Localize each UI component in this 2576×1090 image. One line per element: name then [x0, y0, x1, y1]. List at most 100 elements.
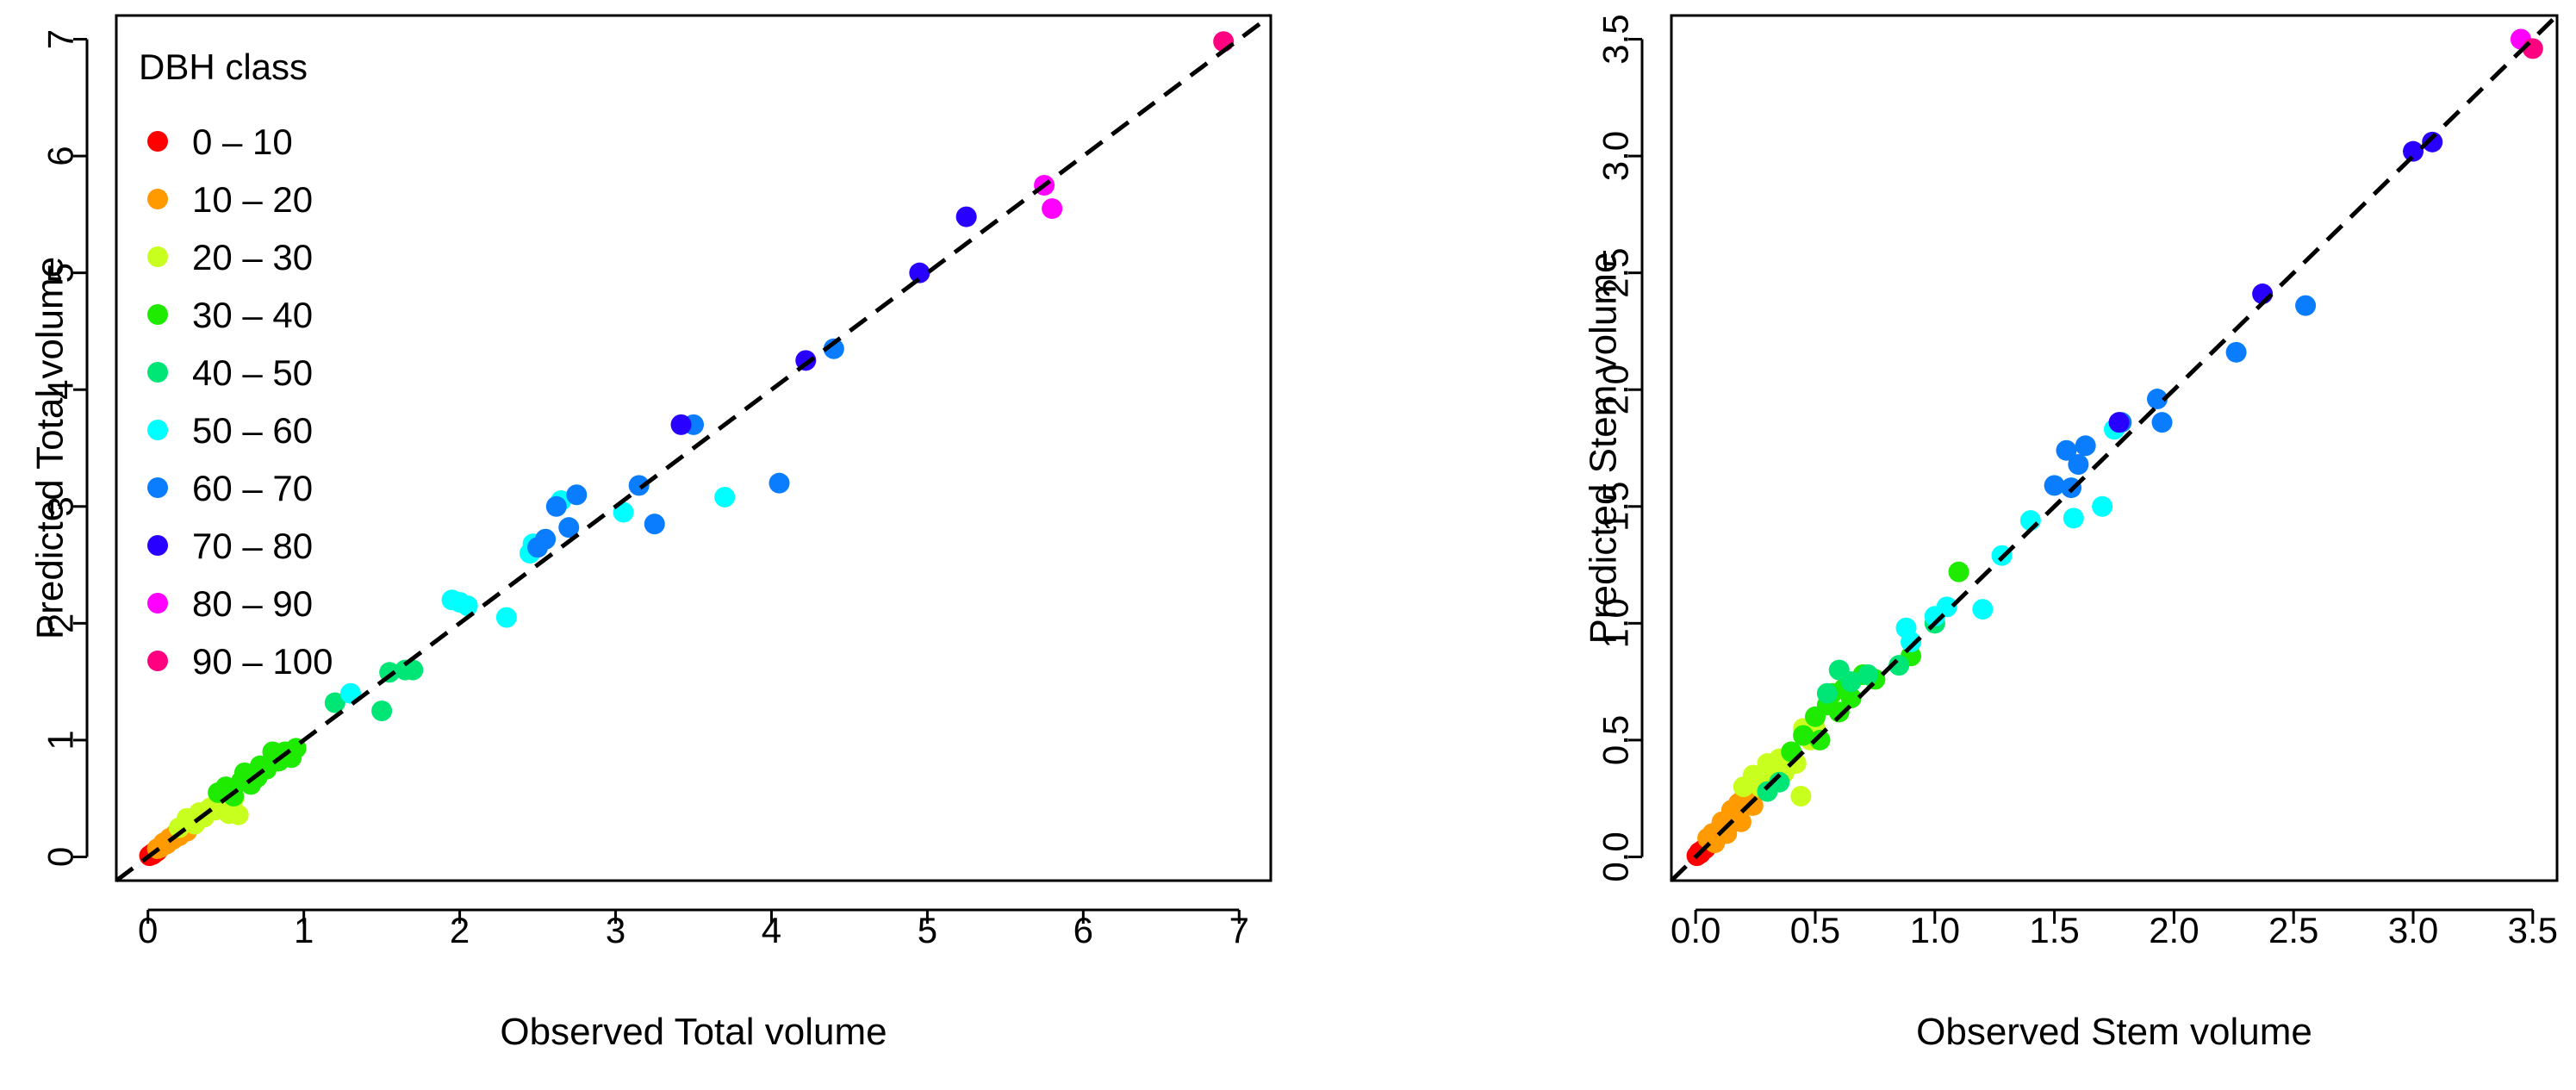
data-point	[2151, 412, 2173, 433]
plot-stem: 0.0 0.5 1.0 1.5 2.0 2.5 3.0 3.5 0.0 0.5 1.0 1.5 2.0 2…	[1582, 14, 2559, 1053]
x-tick-label: 6	[1073, 910, 1093, 950]
data-point	[371, 701, 393, 722]
data-point	[2056, 439, 2077, 461]
data-point	[1888, 655, 1910, 676]
y-tick-label: 0	[40, 847, 81, 867]
y-tick-label: 2	[40, 614, 81, 633]
data-point	[324, 692, 345, 713]
data-point	[1948, 561, 1969, 582]
data-point	[535, 528, 557, 550]
y-tick-label: 0.5	[1596, 715, 1636, 765]
y-axis-title: Predicted Stem volume	[1582, 252, 1624, 645]
legend-label: 20 – 30	[192, 237, 313, 277]
legend: DBH class 0 – 10 10 – 20 20 – 30 30 – 40 40 –…	[139, 47, 333, 682]
data-point	[2422, 131, 2443, 153]
data-point	[1901, 632, 1922, 653]
data-point	[823, 338, 844, 359]
legend-marker	[147, 362, 168, 383]
legend-label: 0 – 10	[192, 121, 293, 162]
x-tick-label: 1.5	[2029, 910, 2079, 950]
x-axis-title: Observed Stem volume	[1916, 1011, 2312, 1053]
data-point	[644, 514, 665, 535]
data-point	[566, 484, 588, 506]
data-point	[1936, 596, 1957, 618]
x-tick-label: 2.0	[2149, 910, 2199, 950]
data-point	[2295, 295, 2317, 316]
x-tick-label: 3.5	[2508, 910, 2558, 950]
x-tick-label: 1	[294, 910, 314, 950]
data-point	[558, 517, 580, 539]
legend-label: 60 – 70	[192, 468, 313, 508]
plot-total: 0 1 2 3 4 5 6 7 0 1 2 3 4 5 6 7 Observed Total volume Pre…	[28, 13, 1272, 1053]
data-point	[1828, 701, 1850, 723]
data-point	[1790, 785, 1812, 807]
data-point	[2403, 140, 2424, 162]
x-tick-label: 4	[762, 910, 781, 950]
x-tick-label: 0.5	[1790, 910, 1840, 950]
legend-label: 80 – 90	[192, 583, 313, 624]
legend-marker	[147, 593, 168, 614]
x-tick-label: 2.5	[2268, 910, 2318, 950]
legend-title: DBH class	[139, 47, 308, 87]
data-point	[670, 414, 692, 435]
legend-marker	[147, 131, 168, 152]
y-tick-label: 1.0	[1596, 598, 1636, 648]
y-tick-label: 1	[40, 730, 81, 750]
x-tick-label: 3	[606, 910, 625, 950]
x-tick-label: 2	[450, 910, 470, 950]
data-point	[2108, 412, 2130, 433]
data-point	[2063, 508, 2084, 529]
y-tick-label: 2.0	[1596, 364, 1636, 414]
data-point	[1769, 771, 1790, 793]
data-point	[628, 475, 650, 496]
data-point	[495, 607, 517, 628]
data-point	[2092, 495, 2113, 517]
data-point	[2075, 435, 2096, 457]
data-point	[714, 486, 736, 508]
data-point	[909, 262, 930, 283]
data-point	[1742, 794, 1764, 816]
legend-label: 40 – 50	[192, 352, 313, 393]
data-point	[1730, 811, 1752, 832]
y-tick-label: 1.5	[1596, 482, 1636, 532]
reference-line	[1670, 14, 2559, 882]
data-point	[1840, 671, 1862, 693]
x-tick-label: 0.0	[1671, 910, 1720, 950]
data-point	[223, 785, 245, 807]
y-tick-label: 6	[40, 146, 81, 165]
plot-frame	[1670, 14, 2559, 882]
x-tick-label: 3.0	[2388, 910, 2438, 950]
data-point	[227, 804, 249, 825]
legend-label: 90 – 100	[192, 641, 333, 682]
legend-marker	[147, 477, 168, 498]
points-stem	[1686, 28, 2543, 867]
y-tick-label: 0.0	[1596, 832, 1636, 881]
y-tick-label: 2.5	[1596, 247, 1636, 297]
data-point	[1809, 729, 1831, 751]
data-point	[768, 472, 790, 494]
x-tick-label: 5	[918, 910, 937, 950]
reference-line	[115, 13, 1272, 883]
legend-label: 50 – 60	[192, 410, 313, 451]
y-axis-title: Predicted Total volume	[28, 257, 71, 639]
data-point	[1857, 663, 1879, 685]
y-tick-label: 4	[40, 380, 81, 400]
x-tick-label: 0	[138, 910, 158, 950]
data-point	[2225, 341, 2247, 363]
x-tick-label: 7	[1229, 910, 1249, 950]
data-point	[457, 595, 478, 617]
data-point	[1042, 198, 1063, 220]
legend-label: 30 – 40	[192, 295, 313, 335]
y-tick-label: 3	[40, 496, 81, 516]
legend-marker	[147, 420, 168, 440]
legend-label: 10 – 20	[192, 179, 313, 220]
data-point	[1793, 725, 1814, 746]
data-point	[1840, 688, 1862, 709]
y-tick-label: 7	[40, 29, 81, 49]
data-point	[1972, 599, 1994, 620]
y-tick-label: 5	[40, 263, 81, 283]
data-point	[2068, 453, 2089, 475]
data-point	[1816, 682, 1838, 704]
